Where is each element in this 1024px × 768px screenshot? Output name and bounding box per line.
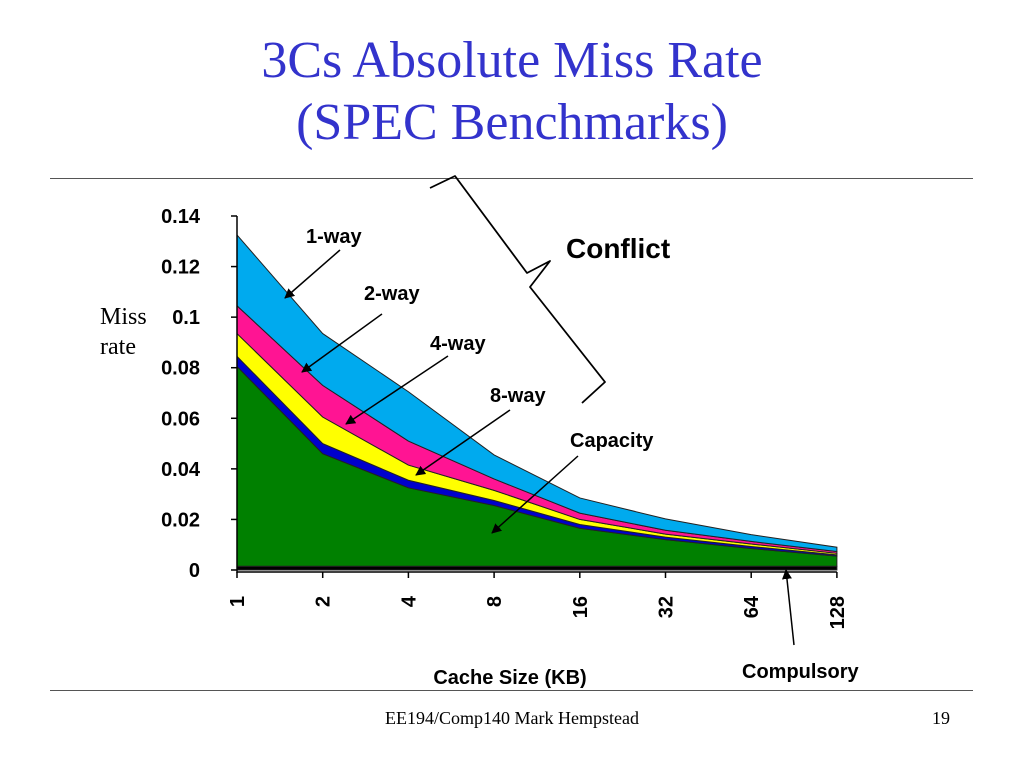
annotation-compulsory: Compulsory	[742, 661, 860, 683]
annotation-arrow	[415, 409, 511, 476]
annotation-capacity: Capacity	[570, 430, 654, 452]
conflict-brace	[429, 175, 606, 404]
x-tick-label: 16	[570, 596, 592, 618]
title-line-1: 3Cs Absolute Miss Rate	[261, 32, 763, 89]
y-axis-label: Miss rate	[100, 302, 147, 362]
chart-axes: 0 0.02 0.04 0.06 0.08 0.1 0.12 0.14 1 2 4 8 16 32 64 12…	[161, 206, 849, 689]
annotation-2-way: 2-way	[364, 283, 420, 305]
annotation-conflict: Conflict	[566, 233, 670, 264]
chart-annotations: 1-way 2-way 4-way 8-way Capacity Compulsory Co…	[284, 175, 860, 683]
x-tick-label: 32	[656, 596, 678, 618]
annotation-arrow	[301, 313, 383, 373]
y-tick-label: 0.1	[172, 307, 200, 329]
x-tick-label: 4	[398, 595, 420, 607]
y-tick-label: 0	[189, 560, 200, 582]
y-axis-label-line-2: rate	[100, 334, 136, 360]
y-tick-label: 0.04	[161, 459, 201, 481]
y-tick-label: 0.14	[161, 206, 201, 228]
page-number: 19	[932, 708, 950, 728]
y-tick-label: 0.06	[161, 408, 200, 430]
x-tick-label: 128	[827, 596, 849, 629]
annotation-arrow	[284, 249, 341, 299]
area-1-way	[236, 233, 838, 553]
footer-text: EE194/Comp140 Mark Hempstead	[385, 708, 639, 728]
x-tick-label: 64	[741, 595, 763, 618]
annotation-4-way: 4-way	[430, 333, 486, 355]
x-tick-label: 1	[227, 596, 249, 607]
title-line-2: (SPEC Benchmarks)	[296, 94, 728, 151]
y-axis-label-line-1: Miss	[100, 304, 147, 330]
x-axis-label: Cache Size (KB)	[433, 667, 586, 689]
area-layers	[236, 233, 838, 571]
y-tick-label: 0.08	[161, 358, 200, 380]
y-tick-label: 0.12	[161, 257, 200, 279]
capacity-arrow	[491, 455, 579, 534]
bottom-divider	[50, 690, 973, 691]
area-compulsory	[236, 565, 838, 571]
x-tick-label: 8	[484, 596, 506, 607]
annotation-8-way: 8-way	[490, 385, 546, 407]
x-tick-label: 2	[313, 596, 335, 607]
top-divider	[50, 178, 973, 179]
annotation-1-way: 1-way	[306, 226, 362, 248]
compulsory-arrow	[781, 569, 795, 646]
slide-title: 3Cs Absolute Miss Rate (SPEC Benchmarks)	[0, 30, 1024, 154]
annotation-arrow	[345, 355, 449, 425]
y-tick-label: 0.02	[161, 509, 200, 531]
